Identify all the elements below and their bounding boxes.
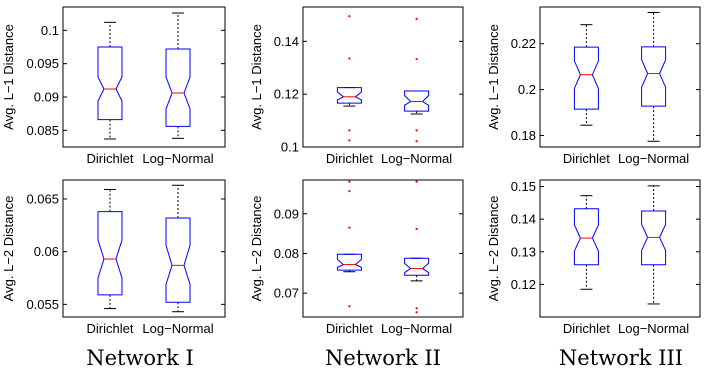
network-label-3: Network III (559, 346, 683, 370)
subplot-6: 0.12 0.13 0.14 0.15 Avg. L−2 Distance Dirichl… (486, 179, 701, 336)
notched-box (641, 46, 667, 107)
outlier-point (348, 190, 351, 193)
x-category-label: Log−Normal (618, 151, 689, 166)
outlier-point (348, 129, 351, 132)
notched-box (641, 210, 667, 266)
x-category-label: Dirichlet (563, 151, 610, 166)
notched-box (336, 253, 362, 271)
outlier-point (348, 226, 351, 229)
x-category-label: Log−Normal (142, 321, 213, 336)
y-tick-label: 0.13 (511, 244, 536, 259)
subplot-2: 0.1 0.12 0.14 Avg. L−1 Distance Dirichlet Log… (249, 6, 464, 166)
y-tick-label: 0.08 (274, 246, 299, 261)
y-axis-label: Avg. L−1 Distance (486, 24, 501, 130)
y-tick-label: 0.09 (34, 90, 59, 105)
notched-box (165, 48, 191, 127)
axes-frame (62, 6, 226, 148)
x-category-label: Log−Normal (381, 321, 452, 336)
y-tick-label: 0.14 (274, 34, 299, 49)
x-category-label: Dirichlet (563, 321, 610, 336)
x-category-label: Log−Normal (142, 151, 213, 166)
notched-box (573, 46, 599, 110)
outlier-point (348, 57, 351, 60)
y-axis-label: Avg. L−2 Distance (249, 196, 264, 302)
y-tick-label: 0.06 (34, 244, 59, 259)
y-tick-label: 0.2 (518, 82, 536, 97)
outlier-point (348, 15, 351, 18)
x-category-label: Dirichlet (326, 151, 373, 166)
notched-box (404, 257, 430, 276)
axes-frame (302, 6, 464, 148)
outlier-point (348, 180, 351, 183)
y-tick-label: 0.12 (274, 87, 299, 102)
y-tick-label: 0.18 (511, 128, 536, 143)
y-axis-label: Avg. L−2 Distance (486, 196, 501, 302)
x-category-label: Log−Normal (381, 151, 452, 166)
outlier-point (415, 180, 418, 183)
y-tick-label: 0.1 (41, 23, 59, 38)
axes-frame (62, 179, 226, 318)
y-tick-label: 0.12 (511, 277, 536, 292)
axes-frame (539, 6, 701, 148)
y-tick-label: 0.1 (281, 140, 299, 155)
outlier-point (348, 139, 351, 142)
notched-box (404, 90, 430, 112)
notched-box (165, 217, 191, 303)
notched-box (336, 87, 362, 104)
y-tick-label: 0.15 (511, 179, 536, 194)
x-category-label: Log−Normal (618, 321, 689, 336)
y-axis-label: Avg. L−1 Distance (1, 24, 16, 130)
network-label-1: Network I (86, 346, 194, 370)
subplot-3: 0.18 0.2 0.22 Avg. L−1 Distance Dirichlet Log… (486, 6, 701, 166)
y-tick-label: 0.095 (26, 56, 59, 71)
axes-frame (302, 179, 464, 318)
y-axis-label: Avg. L−1 Distance (249, 24, 264, 130)
y-tick-label: 0.09 (274, 206, 299, 221)
outlier-point (415, 140, 418, 143)
y-tick-label: 0.055 (26, 297, 59, 312)
y-tick-label: 0.085 (26, 123, 59, 138)
notched-box (97, 211, 123, 296)
outlier-point (415, 57, 418, 61)
outlier-point (415, 307, 418, 310)
y-tick-label: 0.07 (274, 286, 299, 301)
x-category-label: Dirichlet (326, 321, 373, 336)
outlier-point (415, 227, 418, 230)
outlier-point (415, 311, 418, 314)
x-category-label: Dirichlet (86, 321, 133, 336)
x-category-label: Dirichlet (86, 151, 133, 166)
subplot-4: 0.055 0.06 0.065 Avg. L−2 Distance Dirichlet… (1, 179, 226, 336)
outlier-point (348, 305, 351, 308)
y-axis-label: Avg. L−2 Distance (1, 196, 16, 302)
outlier-point (415, 129, 418, 132)
subplot-5: 0.07 0.08 0.09 Avg. L−2 Distance Dirichlet Lo… (249, 179, 464, 336)
y-tick-label: 0.22 (511, 36, 536, 51)
y-tick-label: 0.14 (511, 212, 536, 227)
outlier-point (415, 17, 418, 20)
subplot-1: 0.085 0.09 0.095 0.1 Avg. L−1 Distance Dirich… (1, 6, 226, 166)
axes-frame (539, 179, 701, 318)
notched-box (573, 208, 599, 266)
network-label-2: Network II (325, 346, 441, 370)
notched-box (97, 46, 123, 121)
y-tick-label: 0.065 (26, 191, 59, 206)
